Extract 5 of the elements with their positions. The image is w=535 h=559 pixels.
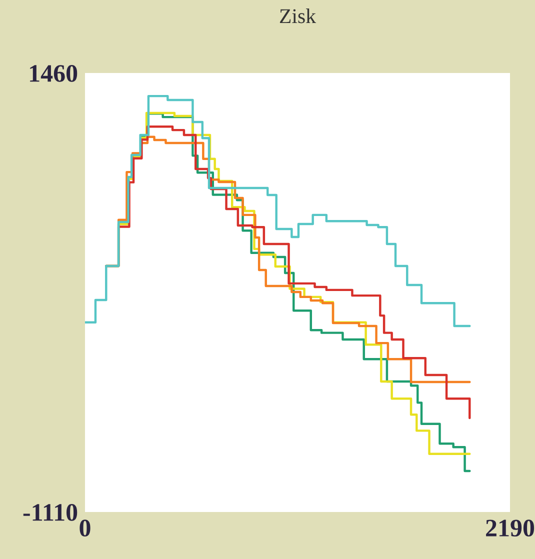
chart-title: Zisk xyxy=(280,8,316,24)
y-tick-label: -1110 xyxy=(23,504,78,521)
x-tick-label: 2190 xyxy=(486,520,534,537)
y-tick-label: 1460 xyxy=(30,65,78,82)
x-tick-label: 0 xyxy=(80,520,90,537)
